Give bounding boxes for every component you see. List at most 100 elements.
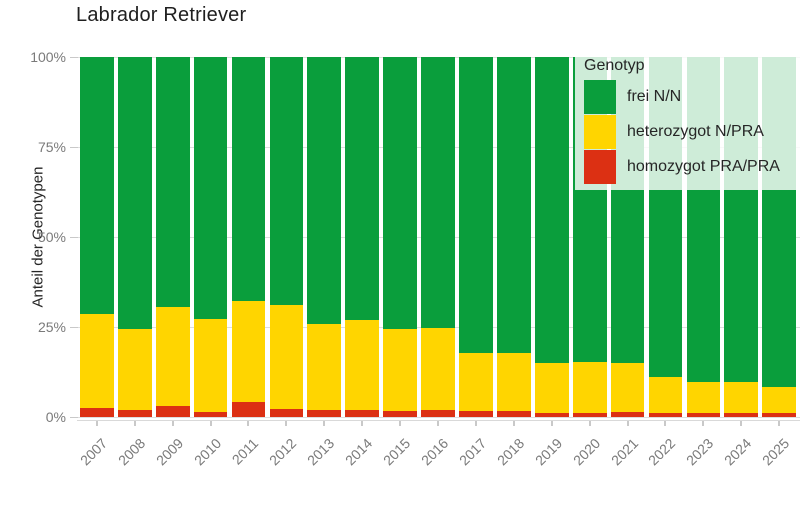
bar-2010 — [193, 57, 228, 417]
bar-segment-2009-heterozygot-n-pra — [155, 307, 190, 407]
y-tick-label: 0% — [45, 409, 66, 425]
bar-segment-2012-homozygot-pra-pra — [269, 409, 304, 417]
y-tick-label: 50% — [37, 229, 66, 245]
bar-segment-2010-homozygot-pra-pra — [193, 411, 228, 417]
legend-item-label: homozygot PRA/PRA — [627, 157, 780, 175]
bar-segment-2014-homozygot-pra-pra — [345, 410, 380, 417]
bar-segment-2007-homozygot-pra-pra — [80, 407, 114, 417]
bar-2017 — [459, 57, 493, 417]
legend-item: homozygot PRA/PRA — [584, 149, 800, 184]
bar-2014 — [345, 57, 380, 417]
bar-segment-2023-homozygot-pra-pra — [686, 413, 721, 417]
bar-segment-2019-frei-n-n — [534, 57, 569, 363]
x-tick-mark — [626, 421, 629, 426]
bar-segment-2021-heterozygot-n-pra — [610, 363, 645, 412]
x-tick-mark — [361, 421, 364, 426]
bar-segment-2011-homozygot-pra-pra — [231, 401, 266, 417]
bar-segment-2007-frei-n-n — [80, 57, 114, 315]
y-tick-mark — [70, 146, 78, 148]
bar-segment-2024-homozygot-pra-pra — [724, 413, 759, 417]
x-tick-mark — [209, 421, 212, 426]
x-tick-mark — [323, 421, 326, 426]
legend-swatch-icon — [584, 149, 616, 184]
legend-item: heterozygot N/PRA — [584, 114, 800, 149]
bar-segment-2020-heterozygot-n-pra — [572, 361, 607, 414]
bar-segment-2017-homozygot-pra-pra — [459, 410, 493, 417]
bar-segment-2018-frei-n-n — [496, 57, 531, 353]
bar-2009 — [155, 57, 190, 417]
x-tick-mark — [778, 421, 781, 426]
x-tick-mark — [247, 421, 250, 426]
bar-segment-2008-homozygot-pra-pra — [117, 409, 152, 417]
x-tick-mark — [550, 421, 553, 426]
bar-segment-2018-homozygot-pra-pra — [496, 410, 531, 417]
bar-2018 — [496, 57, 531, 417]
legend-item-label: frei N/N — [627, 87, 682, 105]
bar-segment-2014-frei-n-n — [345, 57, 380, 321]
bar-segment-2009-frei-n-n — [155, 57, 190, 308]
legend-item: frei N/N — [584, 79, 800, 114]
bar-segment-2025-homozygot-pra-pra — [762, 413, 797, 417]
bar-segment-2011-heterozygot-n-pra — [231, 301, 266, 402]
bar-2015 — [383, 57, 417, 417]
legend-title: Genotyp — [584, 57, 645, 74]
y-tick-mark — [70, 236, 78, 238]
y-tick-label: 25% — [37, 319, 66, 335]
bar-2013 — [307, 57, 342, 417]
legend-item-label: heterozygot N/PRA — [627, 122, 764, 140]
bar-segment-2020-homozygot-pra-pra — [572, 413, 607, 417]
bar-segment-2016-heterozygot-n-pra — [421, 328, 455, 411]
bar-2011 — [231, 57, 266, 417]
bar-segment-2012-heterozygot-n-pra — [269, 305, 304, 410]
x-tick-mark — [512, 421, 515, 426]
y-tick-mark — [70, 56, 78, 58]
y-tick-mark — [70, 326, 78, 328]
gridline-0 — [77, 416, 800, 418]
bar-segment-2013-homozygot-pra-pra — [307, 409, 342, 417]
x-tick-mark — [133, 421, 136, 426]
bar-segment-2012-frei-n-n — [269, 57, 304, 306]
x-tick-mark — [171, 421, 174, 426]
x-tick-mark — [95, 421, 98, 426]
bar-segment-2011-frei-n-n — [231, 57, 266, 302]
x-tick-mark — [588, 421, 591, 426]
bar-segment-2016-homozygot-pra-pra — [421, 410, 455, 417]
bar-segment-2008-frei-n-n — [117, 57, 152, 329]
bar-segment-2015-homozygot-pra-pra — [383, 410, 417, 417]
bar-2016 — [421, 57, 455, 417]
legend: Genotyp frei N/N heterozygot N/PRA homozyg… — [575, 52, 800, 190]
bar-segment-2009-homozygot-pra-pra — [155, 406, 190, 417]
y-tick-label: 75% — [37, 139, 66, 155]
bar-2008 — [117, 57, 152, 417]
bar-segment-2018-heterozygot-n-pra — [496, 352, 531, 411]
bar-segment-2017-heterozygot-n-pra — [459, 352, 493, 411]
bar-segment-2014-heterozygot-n-pra — [345, 320, 380, 411]
chart-title: Labrador Retriever — [76, 4, 247, 26]
bar-2019 — [534, 57, 569, 417]
y-tick-mark — [70, 416, 78, 418]
legend-swatch-icon — [584, 114, 616, 149]
legend-items: frei N/N heterozygot N/PRA homozygot PRA/P… — [584, 79, 800, 184]
bar-segment-2007-heterozygot-n-pra — [80, 314, 114, 408]
bar-segment-2017-frei-n-n — [459, 57, 493, 353]
x-tick-mark — [740, 421, 743, 426]
bar-2012 — [269, 57, 304, 417]
bar-segment-2015-heterozygot-n-pra — [383, 329, 417, 411]
bar-segment-2022-homozygot-pra-pra — [648, 413, 683, 417]
bar-segment-2023-heterozygot-n-pra — [686, 382, 721, 414]
bar-segment-2022-heterozygot-n-pra — [648, 377, 683, 414]
bar-segment-2021-homozygot-pra-pra — [610, 411, 645, 417]
x-tick-mark — [437, 421, 439, 426]
legend-swatch-icon — [584, 79, 616, 114]
x-tick-mark — [474, 421, 477, 426]
bar-segment-2008-heterozygot-n-pra — [117, 328, 152, 410]
bar-segment-2025-heterozygot-n-pra — [762, 387, 797, 414]
x-tick-mark — [285, 421, 288, 426]
bar-segment-2013-frei-n-n — [307, 57, 342, 325]
bar-segment-2010-heterozygot-n-pra — [193, 319, 228, 412]
bar-2007 — [80, 57, 114, 417]
x-tick-mark — [702, 421, 705, 426]
x-tick-mark — [399, 421, 402, 426]
